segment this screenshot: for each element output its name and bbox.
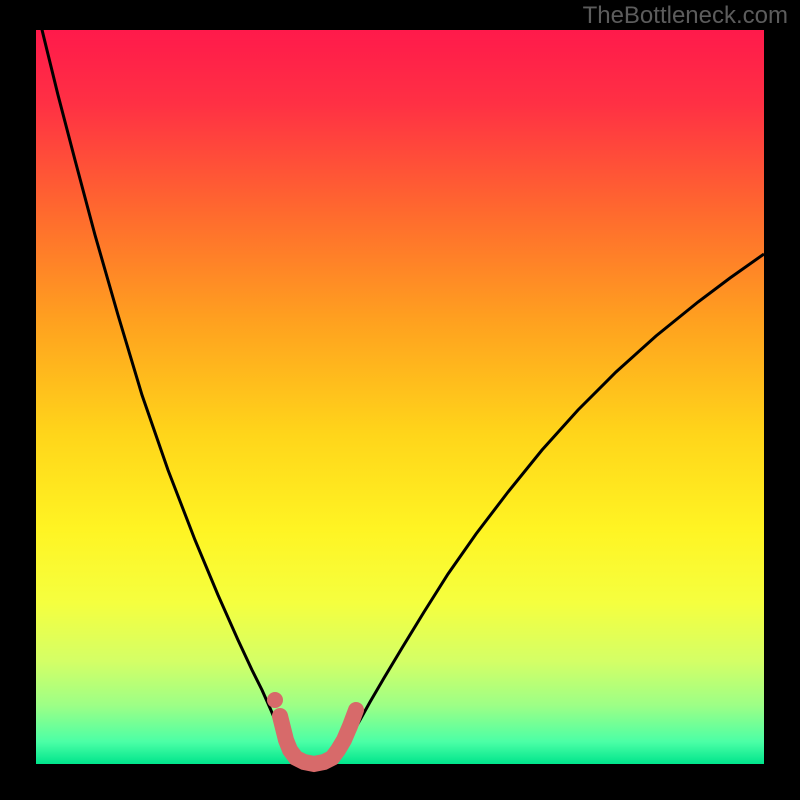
- curve-layer: [0, 0, 800, 800]
- watermark-text: TheBottleneck.com: [583, 2, 788, 30]
- chart-stage: TheBottleneck.com: [0, 0, 800, 800]
- bottleneck-curve: [36, 5, 764, 764]
- highlight-dot: [267, 692, 283, 708]
- highlight-segment: [280, 710, 356, 764]
